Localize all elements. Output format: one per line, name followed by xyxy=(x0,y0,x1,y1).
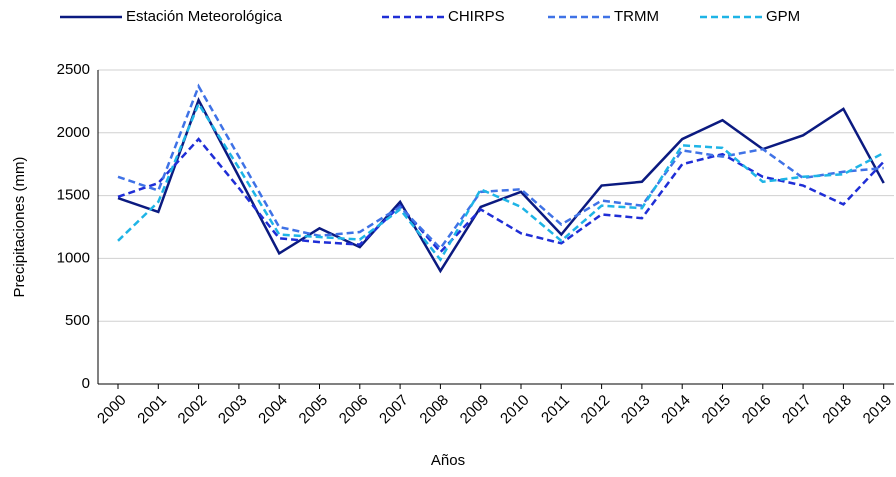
legend-label: TRMM xyxy=(614,8,659,25)
x-tick-label: 2006 xyxy=(336,392,372,428)
y-tick-label: 0 xyxy=(82,375,90,392)
x-tick-label: 2016 xyxy=(739,392,775,428)
legend-label: Estación Meteorológica xyxy=(126,8,283,25)
series-line xyxy=(117,97,885,274)
x-tick-label: 2014 xyxy=(658,392,694,428)
legend-label: GPM xyxy=(766,8,800,25)
y-tick-label: 2500 xyxy=(57,61,90,78)
x-tick-label: 2011 xyxy=(538,392,573,427)
x-tick-label: 2000 xyxy=(94,392,130,428)
x-tick-label: 2013 xyxy=(618,392,654,428)
x-tick-label: 2017 xyxy=(779,392,815,428)
x-axis-title: Años xyxy=(431,452,465,469)
x-tick-label: 2018 xyxy=(819,392,855,428)
x-tick-label: 2012 xyxy=(578,392,614,428)
x-tick-label: 2007 xyxy=(376,392,412,428)
y-tick-label: 1500 xyxy=(57,187,90,204)
x-tick-label: 2008 xyxy=(416,392,452,428)
y-tick-label: 500 xyxy=(65,312,90,329)
x-tick-label: 2010 xyxy=(497,392,533,428)
x-tick-label: 2019 xyxy=(860,392,896,428)
legend-label: CHIRPS xyxy=(448,8,505,25)
x-tick-label: 2004 xyxy=(255,392,291,428)
x-tick-label: 2001 xyxy=(134,392,170,428)
x-tick-label: 2009 xyxy=(457,392,493,428)
series-line xyxy=(117,83,884,251)
y-tick-label: 2000 xyxy=(57,124,90,141)
x-tick-label: 2015 xyxy=(699,392,735,428)
x-tick-label: 2003 xyxy=(215,392,251,428)
series-line xyxy=(117,101,885,262)
y-tick-label: 1000 xyxy=(57,249,90,266)
x-tick-label: 2002 xyxy=(175,392,211,428)
y-axis-title: Precipitaciones (mm) xyxy=(11,157,28,298)
x-tick-label: 2005 xyxy=(296,392,332,428)
series-line xyxy=(117,137,885,254)
